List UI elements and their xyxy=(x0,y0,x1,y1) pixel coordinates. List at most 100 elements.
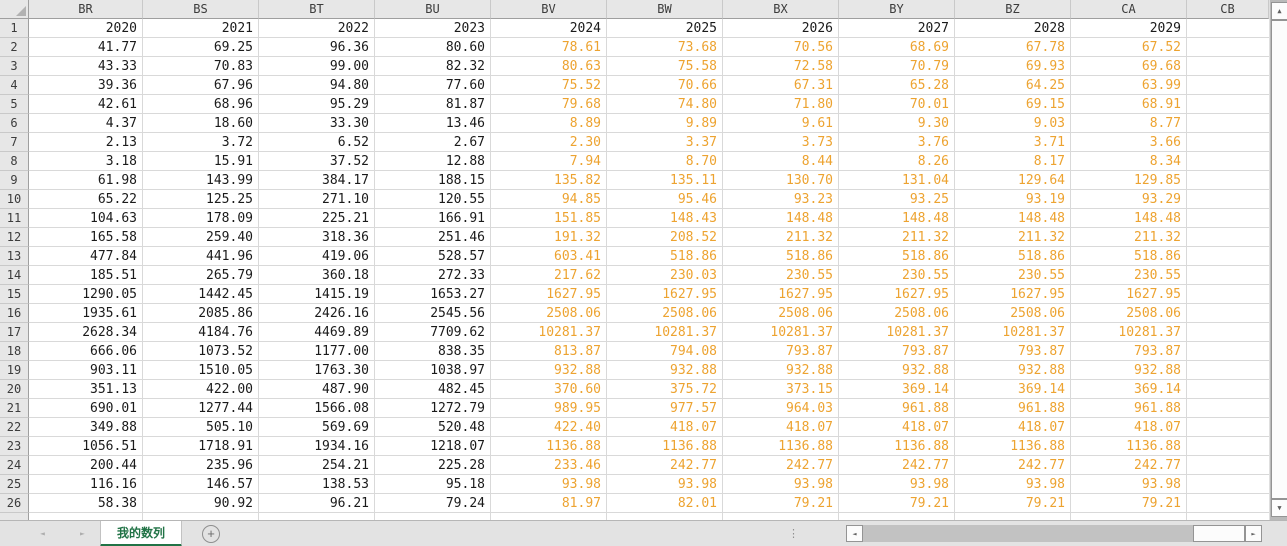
row-number[interactable]: 5 xyxy=(0,95,29,114)
cell[interactable]: 69.68 xyxy=(1071,57,1187,76)
cell[interactable]: 61.98 xyxy=(29,171,143,190)
cell[interactable]: 70.83 xyxy=(143,57,259,76)
cell[interactable]: 151.85 xyxy=(491,209,607,228)
cell[interactable]: 932.88 xyxy=(955,361,1071,380)
cell[interactable]: 3.72 xyxy=(143,133,259,152)
cell[interactable]: 603.41 xyxy=(491,247,607,266)
cell[interactable]: 1073.52 xyxy=(143,342,259,361)
row-number[interactable]: 3 xyxy=(0,57,29,76)
cell[interactable]: 67.96 xyxy=(143,76,259,95)
cell[interactable]: 1935.61 xyxy=(29,304,143,323)
cell[interactable]: 1934.16 xyxy=(259,437,375,456)
row-number[interactable]: 6 xyxy=(0,114,29,133)
cell[interactable]: 1510.05 xyxy=(143,361,259,380)
cell[interactable]: 903.11 xyxy=(29,361,143,380)
cell[interactable]: 10281.37 xyxy=(491,323,607,342)
column-header-BZ[interactable]: BZ xyxy=(955,0,1071,19)
cell[interactable]: 2.67 xyxy=(375,133,491,152)
cell[interactable]: 1627.95 xyxy=(839,285,955,304)
select-all-button[interactable] xyxy=(0,0,29,19)
cell[interactable] xyxy=(1187,418,1269,437)
cell[interactable]: 1136.88 xyxy=(1071,437,1187,456)
cell[interactable]: 418.07 xyxy=(1071,418,1187,437)
cell[interactable]: 1218.07 xyxy=(375,437,491,456)
cell[interactable] xyxy=(1187,76,1269,95)
cell[interactable]: 1442.45 xyxy=(143,285,259,304)
cell[interactable]: 79.68 xyxy=(491,95,607,114)
cell[interactable]: 569.69 xyxy=(259,418,375,437)
row-number[interactable]: 7 xyxy=(0,133,29,152)
row-number[interactable]: 13 xyxy=(0,247,29,266)
cell[interactable]: 225.21 xyxy=(259,209,375,228)
row-number[interactable] xyxy=(0,513,29,520)
cell[interactable]: 79.21 xyxy=(839,494,955,513)
cell[interactable]: 418.07 xyxy=(839,418,955,437)
row-number[interactable]: 16 xyxy=(0,304,29,323)
horizontal-scrollbar[interactable]: ◄ ► xyxy=(846,525,1262,542)
column-header-BT[interactable]: BT xyxy=(259,0,375,19)
cell[interactable]: 369.14 xyxy=(839,380,955,399)
cell[interactable]: 99.00 xyxy=(259,57,375,76)
cell[interactable]: 63.99 xyxy=(1071,76,1187,95)
cell[interactable]: 3.66 xyxy=(1071,133,1187,152)
cell[interactable]: 520.48 xyxy=(375,418,491,437)
cell[interactable]: 10281.37 xyxy=(955,323,1071,342)
cell[interactable]: 2021 xyxy=(143,19,259,38)
cell[interactable]: 8.44 xyxy=(723,152,839,171)
row-number[interactable]: 22 xyxy=(0,418,29,437)
cell[interactable]: 81.97 xyxy=(491,494,607,513)
row-number[interactable]: 20 xyxy=(0,380,29,399)
cell[interactable]: 2028 xyxy=(955,19,1071,38)
cell[interactable]: 208.52 xyxy=(607,228,723,247)
tab-nav-left-icon[interactable]: ◄ xyxy=(40,529,45,538)
row-number[interactable]: 10 xyxy=(0,190,29,209)
cell[interactable] xyxy=(1187,95,1269,114)
cell[interactable]: 242.77 xyxy=(839,456,955,475)
cell[interactable]: 349.88 xyxy=(29,418,143,437)
cell[interactable] xyxy=(1187,494,1269,513)
cell[interactable]: 793.87 xyxy=(839,342,955,361)
cell[interactable]: 1056.51 xyxy=(29,437,143,456)
cell[interactable]: 230.03 xyxy=(607,266,723,285)
cell[interactable]: 93.29 xyxy=(1071,190,1187,209)
cell[interactable]: 1290.05 xyxy=(29,285,143,304)
cell[interactable]: 2508.06 xyxy=(839,304,955,323)
cell[interactable]: 148.48 xyxy=(839,209,955,228)
cell[interactable]: 148.48 xyxy=(955,209,1071,228)
cell[interactable]: 351.13 xyxy=(29,380,143,399)
cell[interactable]: 419.06 xyxy=(259,247,375,266)
cell[interactable]: 131.04 xyxy=(839,171,955,190)
cell[interactable]: 41.77 xyxy=(29,38,143,57)
cell[interactable]: 93.23 xyxy=(723,190,839,209)
row-number[interactable]: 12 xyxy=(0,228,29,247)
row-number[interactable]: 23 xyxy=(0,437,29,456)
cell[interactable]: 93.19 xyxy=(955,190,1071,209)
cell[interactable]: 166.91 xyxy=(375,209,491,228)
cell[interactable]: 1627.95 xyxy=(607,285,723,304)
cell[interactable]: 3.18 xyxy=(29,152,143,171)
cell[interactable]: 838.35 xyxy=(375,342,491,361)
cell[interactable]: 80.60 xyxy=(375,38,491,57)
cell[interactable]: 2027 xyxy=(839,19,955,38)
cell[interactable]: 79.24 xyxy=(375,494,491,513)
sheet-tab-active[interactable]: 我的数列 xyxy=(100,521,182,546)
scroll-right-icon[interactable]: ► xyxy=(1245,525,1262,542)
cell[interactable]: 265.79 xyxy=(143,266,259,285)
cell[interactable]: 932.88 xyxy=(1071,361,1187,380)
cell[interactable]: 9.61 xyxy=(723,114,839,133)
column-header-BY[interactable]: BY xyxy=(839,0,955,19)
cell[interactable] xyxy=(1187,513,1269,520)
column-header-CB[interactable]: CB xyxy=(1187,0,1269,19)
cell[interactable]: 375.72 xyxy=(607,380,723,399)
cell[interactable]: 73.68 xyxy=(607,38,723,57)
scroll-down-icon[interactable]: ▼ xyxy=(1271,499,1287,517)
cell[interactable]: 964.03 xyxy=(723,399,839,418)
cell[interactable] xyxy=(1187,57,1269,76)
cell[interactable]: 233.46 xyxy=(491,456,607,475)
add-sheet-button[interactable]: + xyxy=(202,525,220,543)
cell[interactable]: 138.53 xyxy=(259,475,375,494)
cell[interactable]: 69.93 xyxy=(955,57,1071,76)
cell[interactable]: 230.55 xyxy=(1071,266,1187,285)
cell[interactable]: 93.98 xyxy=(955,475,1071,494)
cell[interactable]: 418.07 xyxy=(607,418,723,437)
